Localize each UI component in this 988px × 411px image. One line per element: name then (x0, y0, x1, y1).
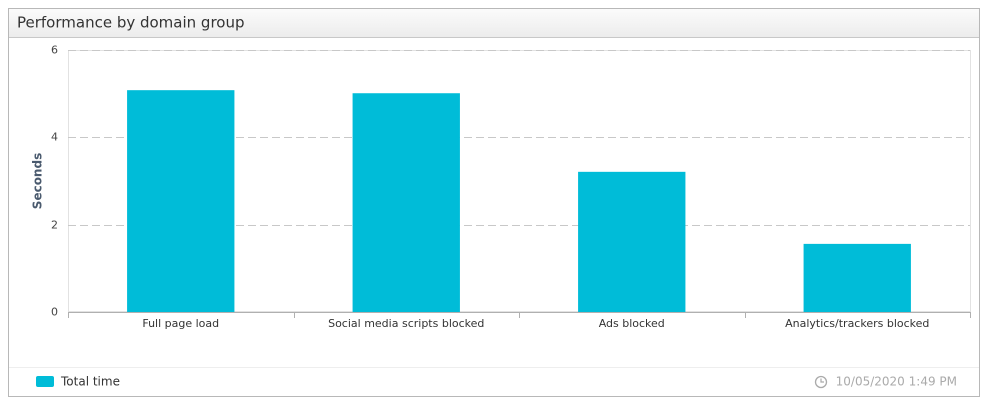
x-tick-label: Ads blocked (599, 317, 665, 330)
bar (352, 93, 460, 312)
clock-icon (814, 375, 828, 389)
y-tick-label: 6 (51, 44, 58, 57)
panel-title: Performance by domain group (17, 14, 245, 32)
bar (127, 90, 235, 312)
y-tick-label: 2 (51, 219, 58, 232)
timestamp: 10/05/2020 1:49 PM (836, 375, 957, 389)
bar (803, 243, 911, 312)
bar (578, 171, 686, 312)
panel-header (9, 9, 979, 37)
y-tick-label: 4 (51, 131, 58, 144)
legend-swatch (36, 376, 54, 387)
x-tick-label: Social media scripts blocked (328, 317, 484, 330)
y-tick-label: 0 (51, 306, 58, 319)
y-axis-label: Seconds (31, 153, 45, 209)
legend-label: Total time (60, 375, 120, 389)
x-tick-label: Analytics/trackers blocked (785, 317, 929, 330)
x-tick-label: Full page load (142, 317, 219, 330)
